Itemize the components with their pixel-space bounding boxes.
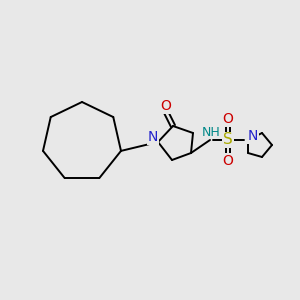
Text: NH: NH: [202, 125, 220, 139]
Text: N: N: [248, 129, 258, 143]
Text: O: O: [223, 154, 233, 168]
Text: O: O: [223, 112, 233, 126]
Text: S: S: [223, 133, 233, 148]
Text: O: O: [160, 99, 171, 113]
Text: N: N: [148, 130, 158, 144]
